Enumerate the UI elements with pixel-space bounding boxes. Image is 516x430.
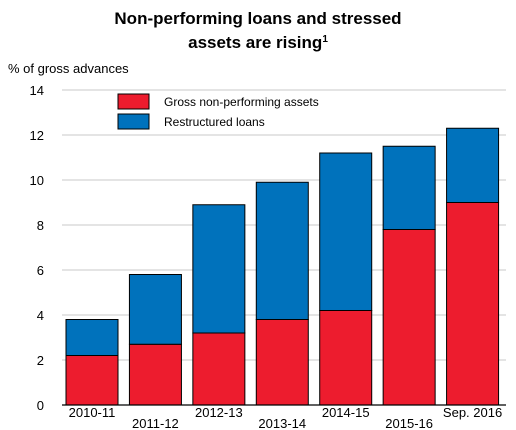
title-footnote: 1 [322,34,328,45]
chart-title-line1: Non-performing loans and stressed [114,9,402,28]
y-axis-label: % of gross advances [8,61,129,76]
bar-segment-gross-npa [65,355,119,406]
bar-segment-gross-npa [192,332,246,406]
bar-segment-gross-npa [382,229,436,406]
bar-segment-restructured [446,127,500,203]
chart-title: Non-performing loans and stressed assets… [0,8,516,53]
y-tick-label: 10 [30,173,44,188]
y-tick-label: 0 [37,398,44,413]
chart-title-line2: assets are rising [188,33,323,52]
y-tick-label: 4 [37,308,44,323]
x-tick-label: 2013-14 [258,416,306,430]
bar-segment-restructured [128,274,182,345]
bar-segment-gross-npa [128,343,182,406]
x-tick-label: 2014-15 [322,405,370,420]
legend-swatch [117,113,150,130]
bar-segment-restructured [65,319,119,356]
x-tick-label: 2015-16 [385,416,433,430]
legend-label: Gross non-performing assets [164,95,319,109]
bar-segment-gross-npa [255,319,309,406]
x-tick-label: Sep. 2016 [443,405,502,420]
bar-segment-gross-npa [446,202,500,406]
legend-label: Restructured loans [164,115,265,129]
bar-segment-restructured [192,204,246,334]
bar-segment-restructured [255,181,309,320]
y-tick-label: 6 [37,263,44,278]
x-tick-label: 2011-12 [132,416,179,430]
bar-segment-gross-npa [319,310,373,406]
x-tick-label: 2010-11 [69,405,116,420]
y-tick-label: 2 [37,353,44,368]
y-tick-label: 14 [30,83,44,98]
x-tick-label: 2012-13 [195,405,243,420]
bar-segment-restructured [382,145,436,230]
legend-swatch [117,93,150,110]
bar-segment-restructured [319,152,373,311]
y-tick-label: 12 [30,128,44,143]
y-tick-label: 8 [37,218,44,233]
